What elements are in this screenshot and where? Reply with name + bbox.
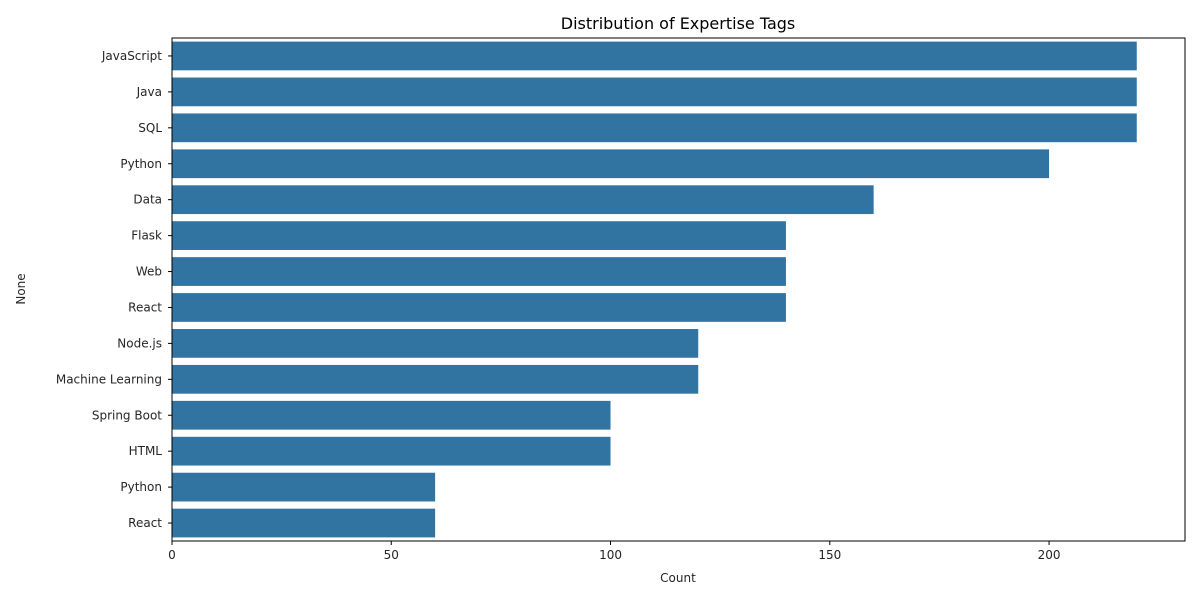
bar — [172, 329, 699, 358]
y-tick-label: Spring Boot — [92, 408, 162, 422]
bar — [172, 221, 786, 250]
bar — [172, 149, 1050, 179]
bar — [172, 364, 699, 394]
y-tick-label: Node.js — [117, 336, 162, 350]
bar — [172, 257, 786, 286]
bar — [172, 185, 874, 215]
x-ticks: 0 50 100 150 200 — [168, 541, 1061, 562]
y-tick-label: SQL — [138, 121, 162, 135]
bars-layer — [172, 41, 1137, 538]
x-tick-label: 150 — [818, 548, 841, 562]
y-tick-label: React — [128, 300, 162, 314]
y-tick-label: JavaScript — [101, 49, 162, 63]
y-tick-label: Python — [120, 157, 162, 171]
x-tick-label: 50 — [384, 548, 399, 562]
y-tick-label: Flask — [131, 229, 162, 243]
y-axis-title: None — [14, 273, 28, 304]
bar — [172, 41, 1137, 71]
bar — [172, 508, 436, 538]
y-tick-label: HTML — [129, 444, 163, 458]
bar — [172, 113, 1137, 143]
bar — [172, 77, 1137, 107]
chart-title: Distribution of Expertise Tags — [561, 14, 796, 33]
bar — [172, 400, 611, 430]
y-tick-label: Python — [120, 480, 162, 494]
y-ticks: JavaScript Java SQL Python Data Flask Web React… — [56, 49, 172, 530]
x-tick-label: 100 — [599, 548, 622, 562]
x-tick-label: 200 — [1038, 548, 1061, 562]
y-tick-label: Java — [136, 85, 162, 99]
y-tick-label: Machine Learning — [56, 372, 162, 386]
plot-frame — [171, 37, 1186, 542]
y-tick-label: Web — [136, 265, 162, 279]
bar — [172, 436, 611, 466]
y-tick-label: Data — [133, 193, 162, 207]
x-tick-label: 0 — [168, 548, 176, 562]
bar — [172, 472, 436, 502]
y-tick-label: React — [128, 516, 162, 530]
bar — [172, 293, 786, 322]
x-axis-title: Count — [660, 571, 696, 585]
